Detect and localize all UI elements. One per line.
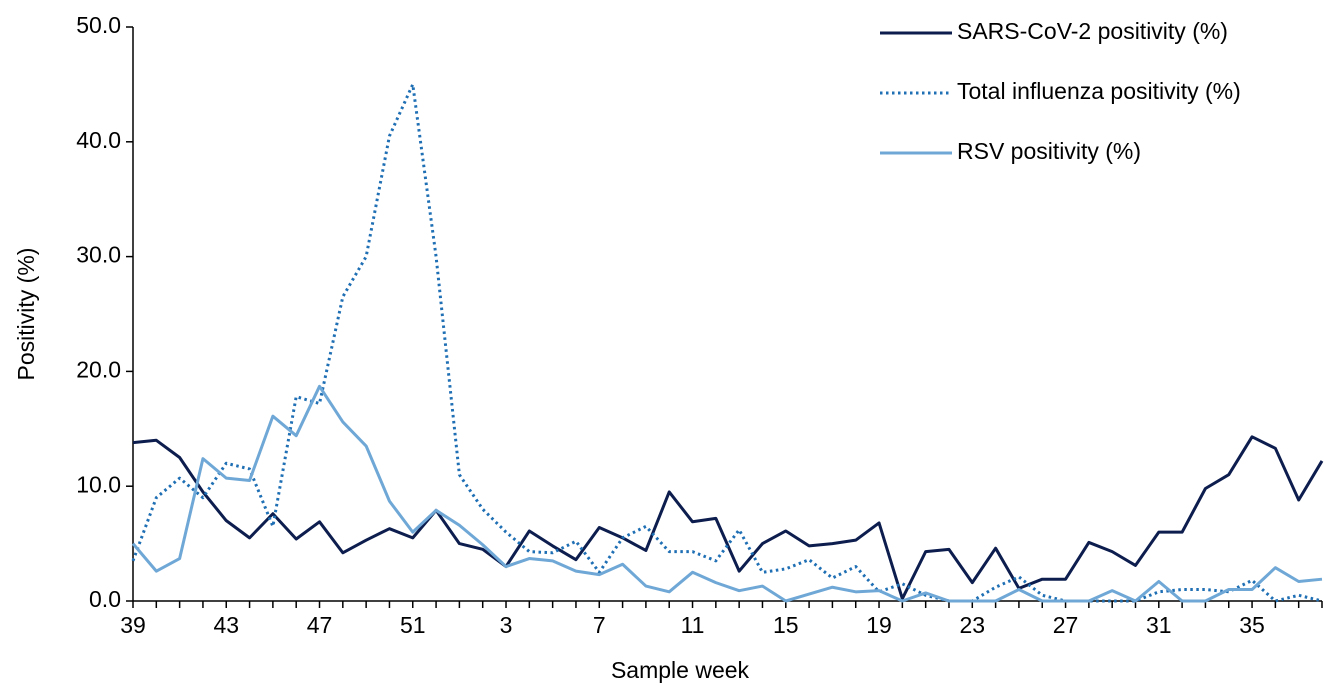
y-tick-label: 10.0	[76, 471, 121, 497]
y-tick-label: 20.0	[76, 356, 121, 382]
x-tick-label: 47	[307, 612, 333, 638]
x-tick-label: 31	[1146, 612, 1172, 638]
x-tick-label: 35	[1239, 612, 1265, 638]
legend-label: Total influenza positivity (%)	[957, 78, 1241, 104]
x-tick-label: 27	[1053, 612, 1079, 638]
x-tick-label: 7	[593, 612, 606, 638]
series-line	[131, 384, 1323, 603]
x-tick-label: 19	[866, 612, 892, 638]
y-tick-label: 30.0	[76, 242, 121, 268]
series-line	[131, 82, 1323, 603]
x-axis-label: Sample week	[611, 657, 750, 683]
x-tick-label: 51	[400, 612, 426, 638]
x-tick-label: 43	[213, 612, 239, 638]
y-tick-label: 0.0	[89, 586, 121, 612]
series-line	[132, 435, 1324, 601]
x-tick-label: 39	[120, 612, 146, 638]
y-axis-label: Positivity (%)	[13, 248, 39, 381]
y-tick-label: 50.0	[76, 12, 121, 38]
x-tick-label: 23	[959, 612, 985, 638]
x-tick-label: 11	[681, 612, 705, 638]
x-tick-label: 15	[773, 612, 799, 638]
legend-label: SARS-CoV-2 positivity (%)	[957, 18, 1228, 44]
legend-label: RSV positivity (%)	[957, 138, 1141, 164]
y-tick-label: 40.0	[76, 127, 121, 153]
x-tick-label: 3	[500, 612, 513, 638]
